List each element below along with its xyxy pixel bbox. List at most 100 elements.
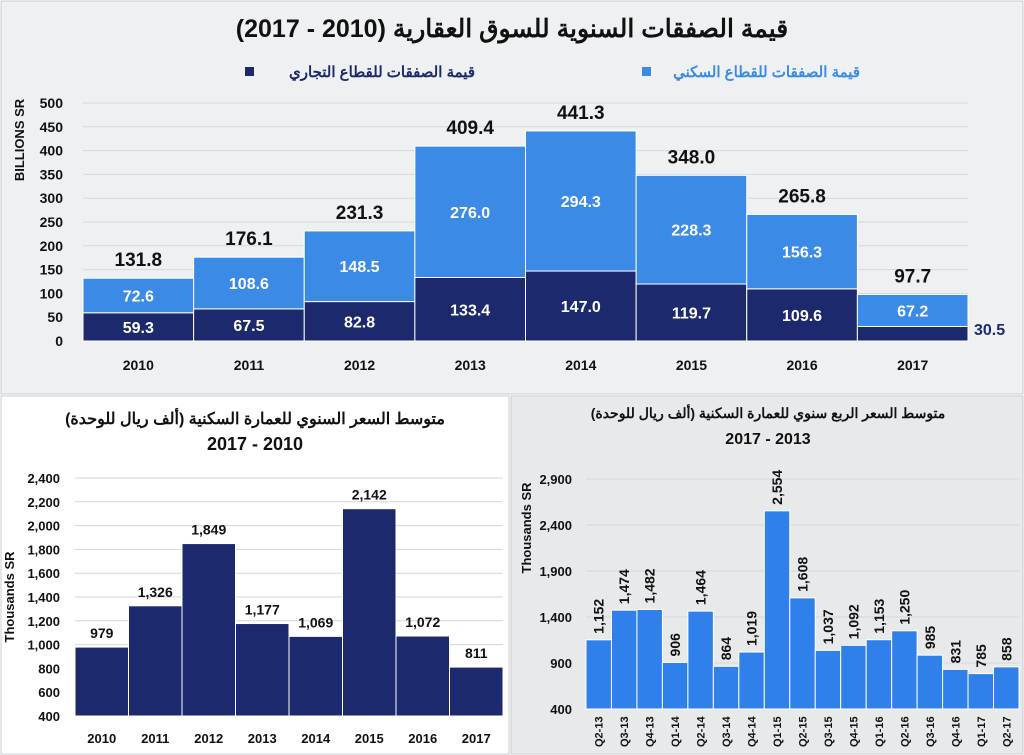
- y-tick-label: 600: [38, 685, 60, 700]
- value-label: 1,153: [871, 598, 887, 633]
- x-tick-label: 2010: [123, 357, 154, 373]
- y-tick-label: 400: [40, 143, 64, 159]
- y-tick-label: 450: [40, 119, 64, 135]
- value-label: 906: [667, 633, 683, 657]
- y-tick-label: 400: [550, 702, 572, 717]
- legend-residential: قيمة الصفقات للقطاع السكني: [673, 64, 860, 82]
- commercial-value-label: 133.4: [450, 302, 490, 319]
- y-tick-label: 2,000: [27, 519, 60, 534]
- bar: [687, 610, 714, 710]
- value-label: 2,554: [769, 470, 785, 505]
- chart2-ylabel: Thousands SR: [2, 551, 17, 643]
- x-tick-label: 2012: [194, 731, 223, 746]
- residential-value-label: 67.2: [897, 303, 928, 320]
- residential-value-label: 148.5: [340, 259, 380, 276]
- bar-residential: [82, 277, 195, 314]
- value-label: 1,177: [245, 602, 280, 618]
- bar-residential: [746, 213, 858, 290]
- total-value-label: 97.7: [894, 266, 931, 287]
- value-label: 979: [90, 625, 114, 641]
- y-tick-label: 1,800: [27, 542, 60, 557]
- y-tick-label: 2,200: [27, 495, 60, 510]
- total-value-label: 441.3: [557, 103, 605, 124]
- commercial-value-label: 59.3: [123, 320, 154, 337]
- chart1-title: قيمة الصفقات السنوية للسوق العقارية (201…: [236, 15, 788, 44]
- x-tick-label: 2015: [355, 731, 384, 746]
- bar-commercial: [414, 277, 526, 342]
- y-tick-label: 200: [40, 238, 64, 254]
- chart3-ylabel: Thousands SR: [519, 482, 534, 574]
- residential-value-label: 294.3: [561, 194, 601, 211]
- y-tick-label: 300: [40, 190, 64, 206]
- bar: [763, 510, 791, 710]
- x-tick-label: Q3-13: [619, 716, 631, 747]
- y-tick-label: 100: [40, 285, 64, 301]
- commercial-value-label: 147.0: [561, 299, 601, 316]
- x-tick-label: Q4-14: [747, 716, 759, 747]
- value-label: 2,142: [352, 487, 387, 503]
- x-tick-label: Q1-14: [670, 716, 682, 747]
- value-label: 831: [947, 640, 963, 664]
- x-tick-label: 2015: [676, 357, 707, 373]
- bar: [74, 646, 129, 717]
- commercial-value-label: 109.6: [782, 308, 822, 325]
- x-tick-label: 2010: [87, 731, 116, 746]
- legend-swatch-residential: [642, 67, 651, 76]
- bar-commercial: [82, 312, 195, 342]
- total-value-label: 348.0: [668, 147, 716, 168]
- x-tick-label: 2016: [408, 731, 437, 746]
- x-tick-label: 2013: [455, 357, 486, 373]
- y-tick-label: 500: [40, 95, 64, 111]
- bar: [181, 543, 236, 717]
- x-tick-label: 2017: [462, 731, 491, 746]
- chart3-title: متوسط السعر الربع سنوي للعمارة السكنية (…: [591, 403, 946, 422]
- chart1-ylabel: BILLIONS SR: [12, 98, 27, 181]
- residential-value-label: 72.6: [123, 288, 154, 305]
- y-tick-label: 350: [40, 166, 64, 182]
- bar: [712, 665, 740, 710]
- bar-residential: [303, 230, 416, 303]
- y-tick-label: 50: [47, 309, 63, 325]
- value-label: 1,152: [591, 599, 607, 634]
- value-label: 1,250: [896, 590, 912, 625]
- x-tick-label: Q1-16: [874, 716, 886, 747]
- x-tick-label: Q3-15: [823, 716, 835, 747]
- value-label: 1,092: [845, 604, 861, 639]
- bar: [840, 644, 867, 710]
- residential-value-label: 276.0: [450, 205, 490, 222]
- x-tick-label: Q2-14: [696, 716, 708, 747]
- chart3-subtitle: 2017 - 2013: [725, 431, 811, 448]
- residential-value-label: 108.6: [229, 276, 269, 293]
- bar: [738, 651, 765, 710]
- bar-residential: [635, 174, 748, 285]
- bar: [610, 609, 638, 710]
- value-label: 858: [998, 637, 1014, 661]
- x-tick-label: Q3-14: [721, 716, 733, 747]
- bar-residential: [414, 145, 526, 279]
- bar: [342, 508, 397, 717]
- value-label: 985: [922, 626, 938, 650]
- bar: [449, 666, 504, 717]
- bar: [814, 649, 842, 710]
- bar-residential: [525, 130, 637, 272]
- y-tick-label: 2,900: [539, 472, 572, 487]
- commercial-value-label: 67.5: [233, 318, 264, 335]
- y-tick-label: 2,400: [539, 518, 572, 533]
- total-value-label: 176.1: [225, 229, 273, 250]
- total-value-label: 131.8: [115, 250, 163, 271]
- bar: [865, 639, 893, 710]
- value-label: 864: [718, 637, 734, 661]
- bar-residential: [193, 256, 305, 310]
- y-tick-label: 1,200: [27, 614, 60, 629]
- y-tick-label: 2,400: [27, 471, 60, 486]
- value-label: 1,072: [405, 614, 440, 630]
- residential-value-label: 156.3: [782, 245, 822, 262]
- value-label: 785: [973, 644, 989, 668]
- commercial-value-label: 82.8: [344, 314, 375, 331]
- value-label: 1,037: [820, 609, 836, 644]
- bar: [789, 597, 816, 710]
- bar: [128, 605, 183, 717]
- value-label: 1,019: [744, 611, 760, 646]
- y-tick-label: 800: [38, 661, 60, 676]
